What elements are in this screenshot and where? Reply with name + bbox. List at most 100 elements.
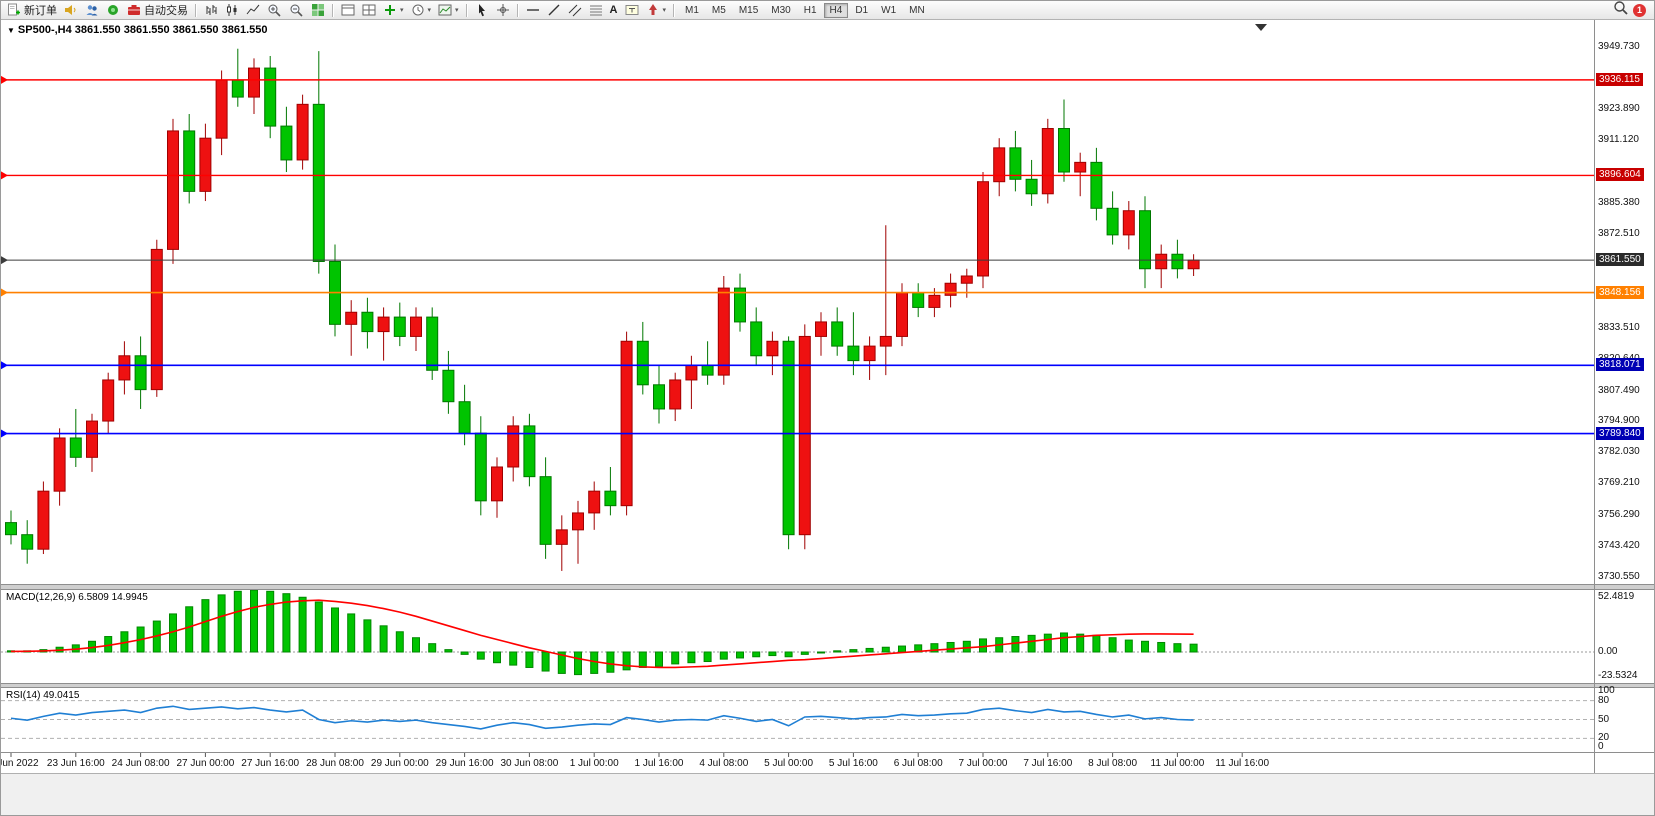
timeframe-h4[interactable]: H4 (823, 2, 849, 18)
candle-body (734, 287, 746, 323)
connection-status-button[interactable] (103, 2, 123, 19)
timeframe-w1[interactable]: W1 (881, 4, 897, 16)
new-order-label: 新订单 (24, 5, 57, 17)
candle-body (280, 125, 293, 161)
macd-histogram-bar (266, 590, 275, 653)
candle-body (847, 345, 860, 362)
add-indicator-button[interactable]: ▾ (380, 2, 407, 19)
candle-body (815, 321, 827, 337)
macd-histogram-bar (962, 640, 971, 653)
candle-body (150, 248, 163, 391)
candle-body (523, 425, 536, 478)
text-label-tool-button[interactable] (622, 2, 642, 19)
timeframe-mn[interactable]: MN (909, 4, 925, 16)
channel-tool-button[interactable] (565, 2, 585, 19)
macd-histogram-bar (865, 647, 874, 653)
search-button[interactable] (1613, 1, 1628, 20)
zoom-out-button[interactable] (286, 2, 307, 19)
macd-histogram-bar (1141, 640, 1149, 653)
window-bottom-area (1, 773, 1654, 815)
chart-window-button[interactable] (338, 2, 358, 19)
candle-body (863, 345, 876, 362)
candle-body (798, 335, 811, 536)
channel-icon (568, 3, 582, 17)
macd-histogram-bar (671, 651, 680, 665)
cursor-tool-button[interactable] (472, 2, 492, 19)
candle-body (620, 340, 633, 507)
timeframe-m15[interactable]: M15 (738, 4, 759, 16)
chevron-down-icon: ▾ (427, 6, 432, 14)
macd-histogram-bar (736, 651, 744, 659)
timeframe-h1[interactable]: H1 (803, 4, 817, 16)
horizontal-line-icon (526, 3, 540, 17)
hline-left-marker (1, 361, 8, 370)
zoom-in-button[interactable] (264, 2, 285, 19)
macd-histogram-bar (298, 596, 307, 653)
macd-histogram-bar (347, 613, 356, 653)
macd-histogram-bar (833, 650, 842, 653)
candle-body (134, 355, 147, 391)
candle-body (1041, 128, 1054, 195)
toolbar-separator (673, 3, 676, 17)
timeframe-m5[interactable]: M5 (711, 4, 726, 16)
candle-body (53, 437, 66, 492)
text-tool-button[interactable]: A (607, 2, 621, 19)
auto-trading-button[interactable]: 自动交易 (124, 2, 191, 19)
timeframe-m1[interactable]: M1 (685, 4, 699, 16)
bar-chart-mode-button[interactable] (201, 2, 221, 19)
arrows-tool-button[interactable]: ▾ (643, 2, 670, 19)
candle-body (442, 369, 455, 403)
new-order-button[interactable]: 新订单 (4, 2, 60, 19)
template-chart-icon (438, 3, 452, 17)
candle-body (1122, 210, 1135, 236)
crosshair-tool-button[interactable] (493, 2, 513, 19)
tile-windows-button[interactable] (308, 2, 328, 19)
candle-body (588, 490, 601, 514)
toolbar-separator (516, 3, 519, 17)
candlestick-icon (225, 3, 239, 17)
speaker-icon (64, 3, 78, 17)
arrow-marker-icon (646, 3, 660, 17)
horizontal-line-tool-button[interactable] (523, 2, 543, 19)
auto-trading-label: 自动交易 (144, 5, 188, 17)
community-button[interactable] (82, 2, 102, 19)
notification-badge[interactable]: 1 (1633, 3, 1646, 17)
fibonacci-tool-button[interactable] (586, 2, 606, 19)
chevron-down-icon: ▾ (400, 6, 404, 14)
macd-histogram-bar (703, 651, 712, 663)
timeframe-m30[interactable]: M30 (771, 4, 791, 16)
trendline-tool-button[interactable] (544, 2, 564, 19)
macd-histogram-bar (201, 599, 210, 653)
chart-shift-marker[interactable] (1255, 24, 1267, 31)
indicator-plus-icon (383, 3, 397, 17)
panel-divider[interactable] (1, 584, 1654, 590)
crosshair-icon (496, 3, 510, 17)
panel-divider[interactable] (1, 683, 1654, 688)
toolbar-separator (332, 3, 334, 17)
macd-histogram-bar (395, 631, 404, 653)
zoom-out-icon (289, 3, 304, 18)
templates-button[interactable]: ▾ (435, 2, 462, 19)
candle-body (361, 311, 374, 333)
candle-body (167, 130, 179, 250)
macd-histogram-bar (460, 651, 469, 655)
timeframe-group: M1 M5 M15 M30 H1 H4 D1 W1 MN (679, 2, 931, 18)
macd-histogram-bar (250, 589, 258, 653)
chevron-down-icon: ▾ (662, 6, 667, 14)
symbol-ohlc-text: SP500-,H4 3861.550 3861.550 3861.550 386… (17, 24, 268, 36)
sounds-button[interactable] (61, 2, 81, 19)
macd-histogram-bar (493, 651, 501, 664)
macd-histogram-bar (768, 651, 777, 657)
candle-body (1025, 178, 1038, 195)
macd-histogram-bar (185, 606, 194, 653)
timeframe-d1[interactable]: D1 (855, 4, 869, 16)
candle-body (215, 79, 228, 139)
chart-collapse-icon[interactable]: ▼ (7, 26, 15, 35)
periods-button[interactable]: ▾ (408, 2, 435, 19)
candlestick-mode-button[interactable] (222, 2, 242, 19)
line-chart-mode-button[interactable] (243, 2, 263, 19)
chart-layout-button[interactable] (359, 2, 379, 19)
candle-body (102, 379, 115, 422)
